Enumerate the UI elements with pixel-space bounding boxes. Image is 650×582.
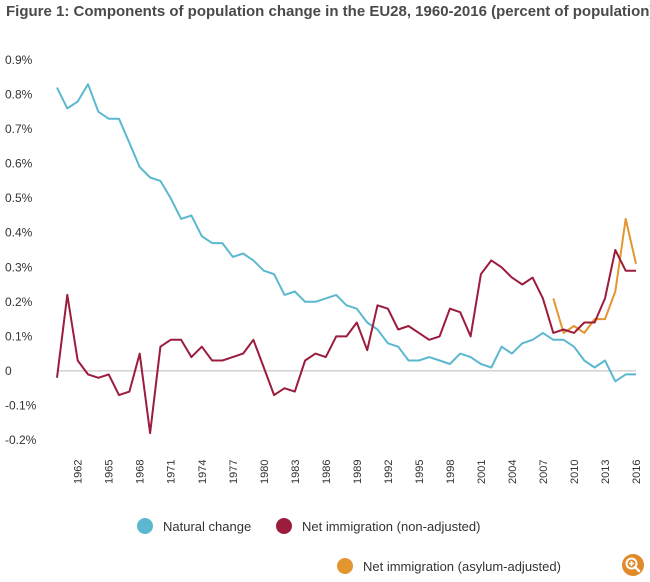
y-tick-label: 0.4% xyxy=(5,226,33,240)
series-line-1 xyxy=(56,249,636,435)
x-tick-label: 1962 xyxy=(73,460,85,484)
x-tick-label: 1995 xyxy=(414,460,426,484)
x-tick-label: 1998 xyxy=(445,460,457,484)
x-tick-label: 1989 xyxy=(352,460,364,484)
x-tick-label: 1968 xyxy=(135,460,147,484)
x-tick-label: 1986 xyxy=(321,460,333,484)
chart-title: Figure 1: Components of population chang… xyxy=(6,3,650,20)
x-axis: 1962 1965 1968 1971 1974 1977 1980 1983 1986 1989… xyxy=(73,460,643,484)
x-tick-label: 1977 xyxy=(228,460,240,484)
x-tick-label: 2016 xyxy=(631,460,643,484)
legend-marker-1 xyxy=(276,518,292,534)
y-tick-label: -0.2% xyxy=(5,433,37,447)
plot-area xyxy=(56,83,637,435)
x-tick-label: 1992 xyxy=(383,460,395,484)
x-tick-label: 1980 xyxy=(259,460,271,484)
y-tick-label: 0.7% xyxy=(5,122,33,136)
y-axis: 0.9% 0.8% 0.7% 0.6% 0.5% 0.4% 0.3% 0.2% 0.1% 0 -0.… xyxy=(5,53,37,447)
x-tick-label: 1971 xyxy=(166,460,178,484)
y-tick-label: 0.3% xyxy=(5,260,33,274)
x-tick-label: 2007 xyxy=(538,460,550,484)
zoom-icon[interactable] xyxy=(622,554,644,576)
legend-marker-2 xyxy=(337,558,353,574)
y-tick-label: 0.9% xyxy=(5,53,33,67)
y-tick-label: 0.8% xyxy=(5,88,33,102)
x-tick-label: 2013 xyxy=(600,460,612,484)
x-tick-label: 1974 xyxy=(197,460,209,484)
legend-label-1: Net immigration (non-adjusted) xyxy=(302,519,480,534)
legend: Natural change Net immigration (non-adjus… xyxy=(137,518,561,574)
series-line-2 xyxy=(552,217,637,334)
y-tick-label: 0.2% xyxy=(5,295,33,309)
x-tick-label: 1983 xyxy=(290,460,302,484)
x-tick-label: 2004 xyxy=(507,460,519,484)
y-tick-label: 0.1% xyxy=(5,329,33,343)
y-tick-label: -0.1% xyxy=(5,398,37,412)
y-tick-label: 0 xyxy=(5,364,12,378)
y-tick-label: 0.5% xyxy=(5,191,33,205)
legend-marker-0 xyxy=(137,518,153,534)
legend-label-0: Natural change xyxy=(163,519,251,534)
y-tick-label: 0.6% xyxy=(5,157,33,171)
x-tick-label: 2010 xyxy=(569,460,581,484)
legend-label-2: Net immigration (asylum-adjusted) xyxy=(363,559,561,574)
x-tick-label: 1965 xyxy=(104,460,116,484)
series-line-0 xyxy=(56,83,636,383)
x-tick-label: 2001 xyxy=(476,460,488,484)
